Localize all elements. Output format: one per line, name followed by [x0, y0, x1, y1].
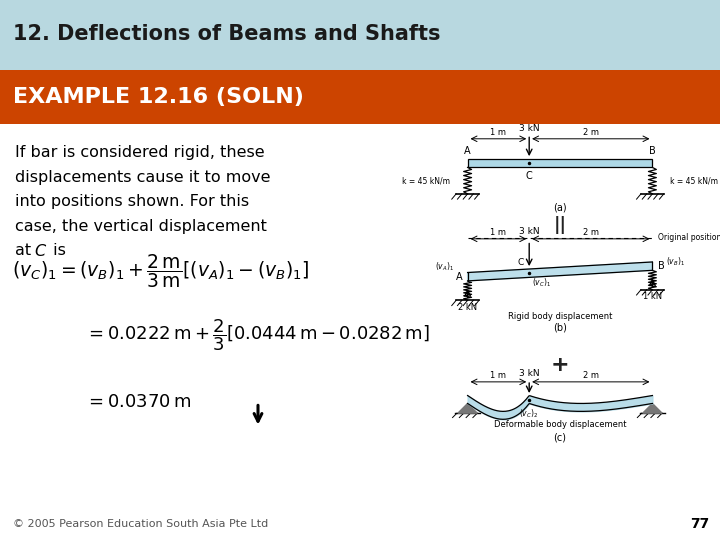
- Text: EXAMPLE 12.16 (SOLN): EXAMPLE 12.16 (SOLN): [13, 87, 304, 107]
- Text: k = 45 kN/m: k = 45 kN/m: [670, 176, 718, 185]
- Text: 3 kN: 3 kN: [519, 369, 539, 379]
- Text: 1 m: 1 m: [490, 228, 506, 237]
- Text: Original position: Original position: [657, 233, 720, 242]
- Text: 2 m: 2 m: [582, 128, 599, 137]
- Text: A: A: [456, 272, 462, 282]
- Text: $= 0.0222\,\mathrm{m} + \dfrac{2}{3}\left[0.0444\,\mathrm{m} - 0.0282\,\mathrm{m: $= 0.0222\,\mathrm{m} + \dfrac{2}{3}\lef…: [85, 318, 430, 353]
- Text: $C$: $C$: [34, 244, 47, 259]
- Text: (b): (b): [553, 322, 567, 332]
- Text: 1 m: 1 m: [490, 128, 506, 137]
- Text: 1 kN: 1 kN: [643, 292, 662, 301]
- Text: $(v_C)_1$: $(v_C)_1$: [532, 276, 552, 289]
- Text: k = 45 kN/m: k = 45 kN/m: [402, 176, 450, 185]
- Polygon shape: [467, 262, 652, 281]
- Text: © 2005 Pearson Education South Asia Pte Ltd: © 2005 Pearson Education South Asia Pte …: [13, 519, 269, 529]
- Text: $(v_B)_1$: $(v_B)_1$: [665, 255, 685, 268]
- Text: 3 kN: 3 kN: [519, 124, 539, 133]
- Text: (a): (a): [553, 202, 567, 213]
- Text: 77: 77: [690, 517, 709, 531]
- Text: Deformable body displacement: Deformable body displacement: [494, 420, 626, 429]
- Text: into positions shown. For this: into positions shown. For this: [15, 194, 249, 210]
- Text: case, the vertical displacement: case, the vertical displacement: [15, 219, 267, 234]
- Text: $(v_A)_1$: $(v_A)_1$: [435, 261, 454, 273]
- Text: A: A: [464, 146, 471, 156]
- FancyBboxPatch shape: [467, 159, 652, 167]
- Text: B: B: [657, 261, 665, 271]
- Text: Rigid body displacement: Rigid body displacement: [508, 312, 612, 321]
- Text: C: C: [526, 171, 533, 181]
- Text: B: B: [649, 146, 656, 156]
- Text: 2 m: 2 m: [582, 228, 599, 237]
- Text: $= 0.0370\,\mathrm{m}$: $= 0.0370\,\mathrm{m}$: [85, 394, 191, 411]
- Text: at: at: [15, 244, 36, 258]
- Text: 12. Deflections of Beams and Shafts: 12. Deflections of Beams and Shafts: [13, 24, 441, 44]
- Text: 1 m: 1 m: [490, 371, 506, 380]
- Text: is: is: [48, 244, 66, 258]
- Text: 3 kN: 3 kN: [519, 227, 539, 236]
- Text: ||: ||: [554, 217, 567, 234]
- Text: displacements cause it to move: displacements cause it to move: [15, 170, 271, 185]
- Polygon shape: [458, 403, 477, 413]
- Text: (c): (c): [554, 433, 567, 442]
- Text: $(v_C)_2$: $(v_C)_2$: [520, 407, 539, 420]
- Text: 2 kN: 2 kN: [458, 303, 477, 312]
- Text: C: C: [518, 258, 524, 267]
- Text: +: +: [551, 355, 570, 375]
- Text: $(v_C)_1 = (v_B)_1 + \dfrac{2\,\mathrm{m}}{3\,\mathrm{m}}\left[(v_A)_1 - (v_B)_1: $(v_C)_1 = (v_B)_1 + \dfrac{2\,\mathrm{m…: [12, 252, 310, 291]
- Text: 2 m: 2 m: [582, 371, 599, 380]
- Polygon shape: [643, 403, 662, 413]
- Text: If bar is considered rigid, these: If bar is considered rigid, these: [15, 145, 265, 160]
